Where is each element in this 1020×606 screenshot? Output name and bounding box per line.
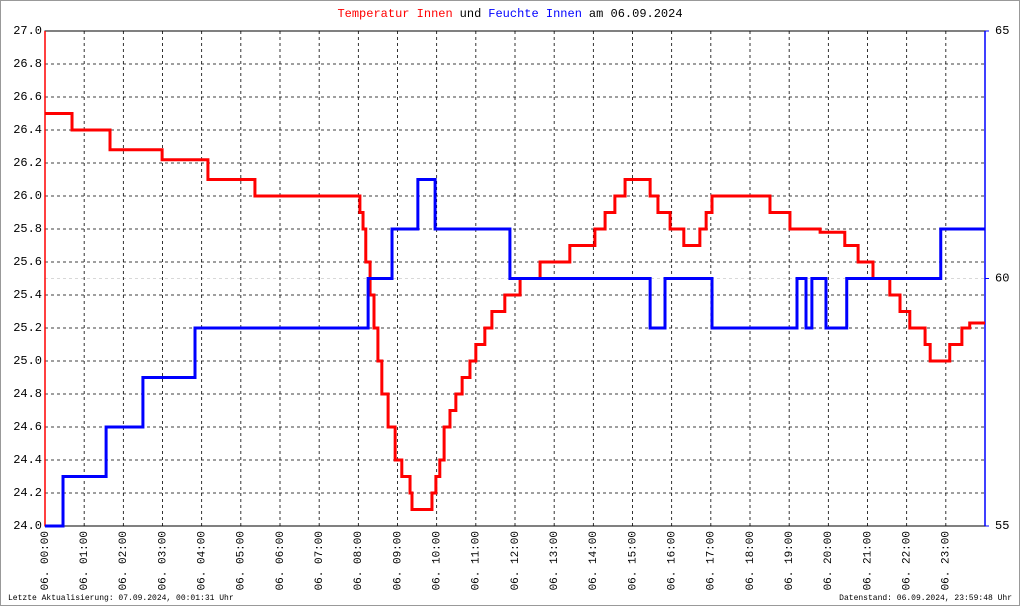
y-tick-label: 24.4	[13, 453, 42, 467]
title-part: Temperatur Innen	[337, 7, 452, 21]
x-tick-label: 06. 18:00	[745, 531, 757, 590]
y2-tick-label: 65	[995, 24, 1009, 38]
x-tick-label: 06. 05:00	[236, 531, 248, 590]
y-tick-label: 26.6	[13, 90, 42, 104]
y2-tick-label: 60	[995, 272, 1009, 286]
x-tick-label: 06. 17:00	[706, 531, 718, 590]
x-tick-label: 06. 23:00	[941, 531, 953, 590]
x-tick-label: 06. 13:00	[549, 531, 561, 590]
y-tick-label: 25.2	[13, 321, 42, 335]
footer-left: Letzte Aktualisierung: 07.09.2024, 00:01…	[8, 594, 234, 603]
x-tick-label: 06. 10:00	[432, 531, 444, 590]
x-tick-label: 06. 08:00	[353, 531, 365, 590]
x-tick-label: 06. 19:00	[784, 531, 796, 590]
x-tick-label: 06. 20:00	[823, 531, 835, 590]
x-tick-label: 06. 06:00	[275, 531, 287, 590]
y-tick-label: 25.4	[13, 288, 42, 302]
x-tick-label: 06. 07:00	[314, 531, 326, 590]
series-line	[45, 178, 985, 528]
x-tick-label: 06. 21:00	[862, 531, 874, 590]
title-part: und	[460, 7, 482, 21]
x-tick-label: 06. 03:00	[157, 531, 169, 590]
y-tick-label: 25.6	[13, 255, 42, 269]
y-tick-label: 26.4	[13, 123, 42, 137]
y2-tick-label: 55	[995, 519, 1009, 533]
y-tick-label: 24.6	[13, 420, 42, 434]
y-tick-label: 26.0	[13, 189, 42, 203]
title-part: am 06.09.2024	[589, 7, 683, 21]
x-tick-label: 06. 04:00	[197, 531, 209, 590]
y-tick-label: 27.0	[13, 24, 42, 38]
title-part: Feuchte Innen	[488, 7, 582, 21]
y-tick-label: 26.2	[13, 156, 42, 170]
y-tick-label: 24.0	[13, 519, 42, 533]
chart-title: Temperatur Innen und Feuchte Innen am 06.09…	[337, 7, 682, 21]
x-tick-label: 06. 09:00	[392, 531, 404, 590]
x-tick-label: 06. 02:00	[118, 531, 130, 590]
x-tick-label: 06. 12:00	[510, 531, 522, 590]
x-tick-label: 06. 15:00	[627, 531, 639, 590]
x-tick-label: 06. 14:00	[588, 531, 600, 590]
y-tick-label: 25.0	[13, 354, 42, 368]
y-tick-label: 24.2	[13, 486, 42, 500]
y-tick-label: 26.8	[13, 57, 42, 71]
y-tick-label: 24.8	[13, 387, 42, 401]
x-tick-label: 06. 11:00	[471, 531, 483, 590]
x-tick-label: 06. 00:00	[40, 531, 52, 590]
x-tick-label: 06. 01:00	[79, 531, 91, 590]
x-tick-label: 06. 22:00	[902, 531, 914, 590]
footer-right: Datenstand: 06.09.2024, 23:59:48 Uhr	[839, 594, 1012, 603]
y-tick-label: 25.8	[13, 222, 42, 236]
x-tick-label: 06. 16:00	[667, 531, 679, 590]
series-line	[45, 112, 985, 511]
